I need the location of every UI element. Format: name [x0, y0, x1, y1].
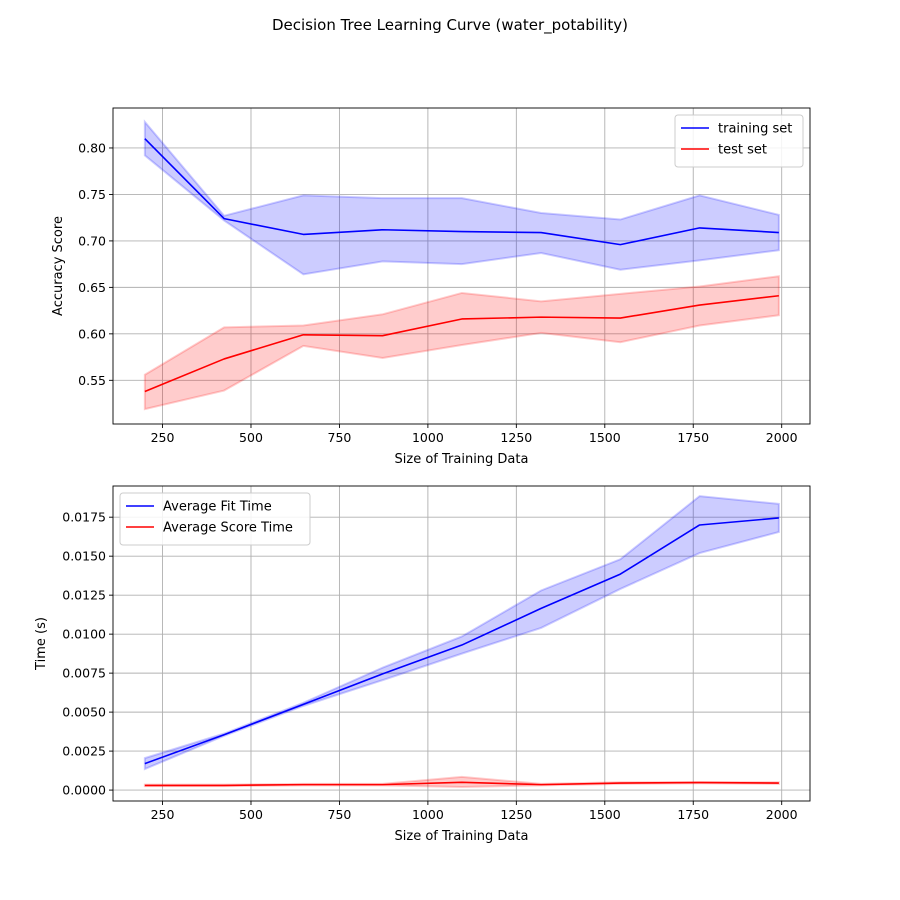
- x-axis-label: Size of Training Data: [395, 452, 529, 467]
- axes-frame: [112, 107, 811, 425]
- x-tick-label: 1000: [412, 807, 444, 822]
- accuracy-score-chart: 250 500 750 1000 1250 1500 1750 2000 0.55 0.60 0.6…: [51, 107, 811, 467]
- y-tick-label: 0.0125: [62, 588, 106, 603]
- x-tick-label: 1500: [589, 807, 621, 822]
- y-tick-label: 0.0150: [62, 549, 106, 564]
- y-axis-label: Time (s): [34, 617, 49, 671]
- y-tick-label: 0.70: [78, 233, 106, 248]
- legend-label: Average Fit Time: [163, 500, 272, 515]
- y-axis-label: Accuracy Score: [51, 216, 66, 316]
- accuracy-band-red: [143, 275, 780, 411]
- y-tick-label: 0.60: [78, 326, 106, 341]
- legend-label: Average Score Time: [163, 521, 293, 536]
- x-tick-label: 1000: [412, 430, 444, 445]
- y-tick-label: 0.55: [78, 373, 106, 388]
- time-series-line-red: [144, 781, 779, 787]
- legend-label: training set: [718, 122, 792, 137]
- x-tick-label: 500: [239, 430, 263, 445]
- x-tick-label: 750: [328, 430, 352, 445]
- x-tick-label: 250: [151, 807, 175, 822]
- accuracy-band-blue: [143, 119, 780, 276]
- legend-label: test set: [718, 143, 767, 158]
- x-tick-label: 1250: [500, 430, 532, 445]
- y-tick-label: 0.0075: [62, 666, 106, 681]
- y-tick-label: 0.0000: [62, 783, 106, 798]
- y-tick-label: 0.80: [78, 140, 106, 155]
- y-tick-label: 0.0025: [62, 744, 106, 759]
- y-tick-label: 0.0175: [62, 510, 106, 525]
- legend-box: [119, 492, 311, 546]
- x-tick-label: 1750: [677, 430, 709, 445]
- x-tick-label: 750: [328, 807, 352, 822]
- time-chart: 250 500 750 1000 1250 1500 1750 2000 0.0000 0.002…: [34, 485, 811, 844]
- x-tick-label: 2000: [766, 430, 798, 445]
- accuracy-series-line-red: [144, 294, 779, 393]
- x-tick-label: 500: [239, 807, 263, 822]
- y-tick-label: 0.0100: [62, 627, 106, 642]
- figure-title: Decision Tree Learning Curve (water_pota…: [272, 16, 628, 35]
- x-tick-label: 2000: [766, 807, 798, 822]
- x-tick-label: 1500: [589, 430, 621, 445]
- x-tick-label: 250: [151, 430, 175, 445]
- accuracy-series-line-blue: [144, 138, 779, 246]
- time-series-line-blue: [144, 517, 779, 765]
- y-tick-label: 0.75: [78, 187, 106, 202]
- x-tick-label: 1250: [500, 807, 532, 822]
- x-axis-label: Size of Training Data: [395, 829, 529, 844]
- axes-frame: [112, 485, 811, 802]
- y-tick-label: 0.65: [78, 280, 106, 295]
- x-tick-label: 1750: [677, 807, 709, 822]
- time-band-blue: [143, 495, 780, 771]
- y-tick-label: 0.0050: [62, 705, 106, 720]
